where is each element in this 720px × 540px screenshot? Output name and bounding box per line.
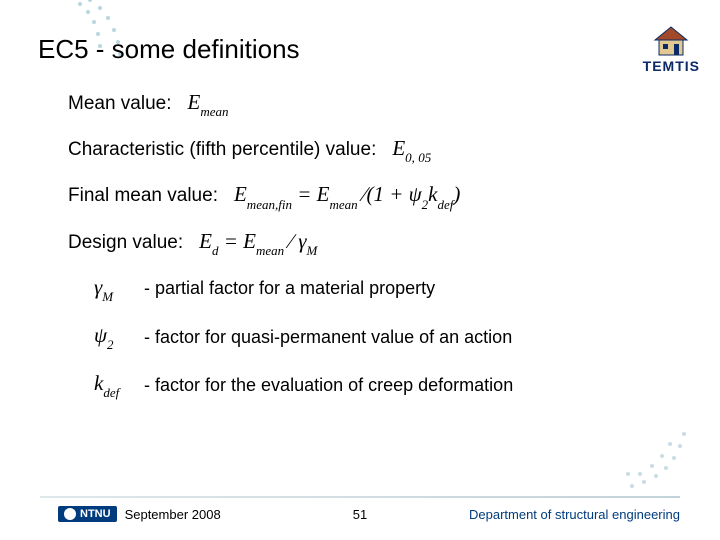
sym-gammaM: γM — [94, 275, 144, 303]
sym-E: E — [392, 136, 405, 160]
symbol-definitions: γM - partial factor for a material prope… — [94, 275, 680, 400]
sub-meanfin: mean,fin — [247, 197, 292, 212]
temtis-logo: TEMTIS — [643, 24, 700, 74]
house-icon — [649, 24, 693, 58]
row-characteristic: Characteristic (fifth percentile) value:… — [68, 136, 680, 164]
decor-corner — [622, 416, 712, 496]
sub-005: 0, 05 — [405, 150, 431, 165]
sym-row-psi2: ψ2 - factor for quasi-permanent value of… — [94, 323, 680, 351]
sub-M: M — [306, 243, 317, 258]
sym-k: k — [428, 182, 437, 206]
op-close: ) — [453, 182, 460, 206]
sym-E: E — [243, 229, 256, 253]
sym-E: E — [199, 229, 212, 253]
sym-psi: ψ — [409, 182, 422, 206]
footer-left: NTNU September 2008 — [58, 506, 221, 522]
op-div: ∕ — [289, 229, 298, 253]
row-mean: Mean value: Emean — [68, 90, 680, 118]
op-div-open: ∕(1 + — [363, 182, 409, 206]
sub-2: 2 — [107, 337, 114, 352]
page-title: EC5 - some definitions — [38, 34, 300, 65]
content-block: Mean value: Emean Characteristic (fifth … — [68, 90, 680, 419]
logo-text: TEMTIS — [643, 58, 700, 74]
footer: NTNU September 2008 51 Department of str… — [0, 506, 720, 522]
formula-design: Ed = Emean ∕ γM — [199, 229, 317, 257]
footer-page: 51 — [353, 507, 367, 522]
label-final-mean: Final mean value: — [68, 185, 218, 207]
op-eq: = — [297, 182, 316, 206]
sym-psi: ψ — [94, 323, 107, 347]
sym-k: k — [94, 371, 103, 395]
label-characteristic: Characteristic (fifth percentile) value: — [68, 139, 376, 161]
ntnu-text: NTNU — [80, 508, 111, 520]
sub-def: def — [438, 197, 454, 212]
sym-row-gammaM: γM - partial factor for a material prope… — [94, 275, 680, 303]
sub-2: 2 — [422, 197, 429, 212]
sym-kdef: kdef — [94, 371, 144, 399]
sub-d: d — [212, 243, 219, 258]
sym-psi2: ψ2 — [94, 323, 144, 351]
row-design: Design value: Ed = Emean ∕ γM — [68, 229, 680, 257]
sub-mean: mean — [200, 104, 228, 119]
sub-M: M — [102, 289, 113, 304]
op-eq: = — [224, 229, 243, 253]
footer-date: September 2008 — [125, 507, 221, 522]
label-mean: Mean value: — [68, 93, 172, 115]
desc-gammaM: - partial factor for a material property — [144, 278, 435, 299]
desc-psi2: - factor for quasi-permanent value of an… — [144, 327, 512, 348]
footer-divider — [40, 496, 680, 498]
sym-E: E — [188, 90, 201, 114]
row-final-mean: Final mean value: Emean,fin = Emean ∕(1 … — [68, 182, 680, 210]
ntnu-shield-icon — [64, 508, 76, 520]
sub-mean: mean — [329, 197, 357, 212]
ntnu-badge: NTNU — [58, 506, 117, 522]
formula-final-mean: Emean,fin = Emean ∕(1 + ψ2kdef) — [234, 182, 460, 210]
desc-kdef: - factor for the evaluation of creep def… — [144, 375, 513, 396]
sub-mean: mean — [256, 243, 284, 258]
sym-E: E — [234, 182, 247, 206]
formula-characteristic: E0, 05 — [392, 136, 431, 164]
sym-row-kdef: kdef - factor for the evaluation of cree… — [94, 371, 680, 399]
sub-def: def — [103, 385, 119, 400]
footer-dept: Department of structural engineering — [469, 507, 680, 522]
sym-E: E — [317, 182, 330, 206]
label-design: Design value: — [68, 232, 183, 254]
formula-mean: Emean — [188, 90, 229, 118]
